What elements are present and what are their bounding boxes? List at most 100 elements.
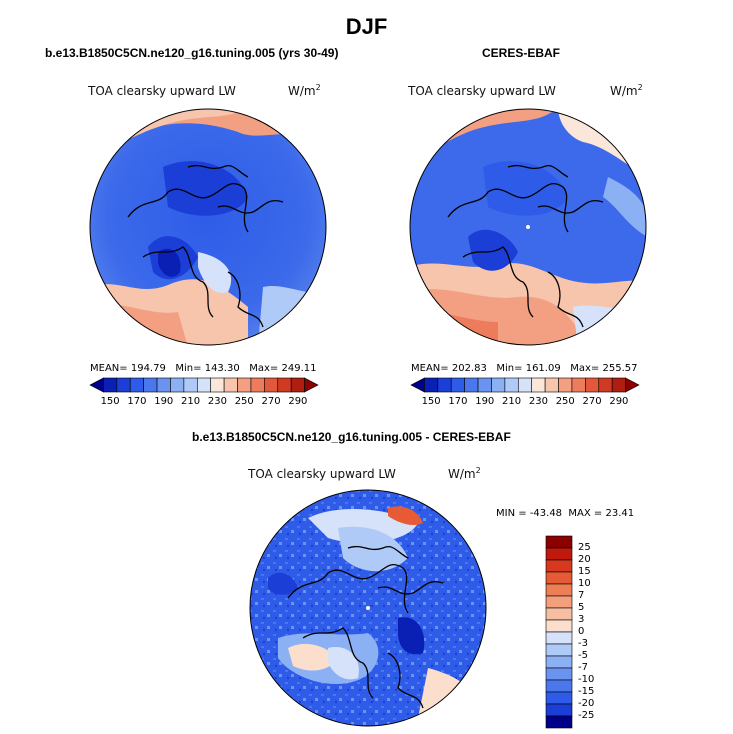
diff-colorbar-tick-label: 5 (578, 602, 585, 613)
obs-variable-label: TOA clearsky upward LW (408, 84, 556, 98)
model-colorbar-color-14 (277, 377, 292, 393)
diff-colorbar-color-11 (545, 667, 573, 681)
obs-polar-map (409, 108, 647, 346)
diff-colorbar-tick-label: 25 (578, 542, 591, 553)
model-colorbar-tick-label: 290 (288, 396, 308, 407)
obs-colorbar-color-6 (491, 377, 506, 393)
obs-colorbar-tick-label: 170 (448, 396, 468, 407)
obs-colorbar-color-3 (450, 377, 465, 393)
model-colorbar-tick-label: 150 (100, 396, 120, 407)
diff-colorbar-tick-label: 3 (578, 614, 585, 625)
diff-colorbar-color-5 (545, 595, 573, 609)
model-colorbar-color-12 (250, 377, 265, 393)
model-colorbar-color-2 (116, 377, 131, 393)
obs-colorbar-tick-label: 230 (528, 396, 548, 407)
diff-units-label: W/m2 (448, 466, 481, 481)
diff-colorbar-ticks: 25 20 15 10 7 5 3 0 -3 -5 -7 -10 -15 -20 -25 (578, 536, 618, 728)
model-colorbar-tick-label: 170 (127, 396, 147, 407)
obs-units-label: W/m2 (610, 83, 643, 98)
model-colorbar-color-1 (103, 377, 118, 393)
obs-colorbar-color-11 (558, 377, 573, 393)
obs-colorbar-tick-label: 290 (609, 396, 629, 407)
diff-colorbar-color-9 (545, 643, 573, 657)
diff-colorbar-color-6 (545, 607, 573, 621)
model-polar-map (89, 108, 327, 346)
diff-panel-title: b.e13.B1850C5CN.ne120_g16.tuning.005 - C… (192, 430, 511, 444)
model-colorbar-tick-label: 190 (154, 396, 174, 407)
obs-colorbar-color-8 (517, 377, 533, 393)
obs-colorbar-color-4 (464, 377, 479, 393)
obs-colorbar-color-9 (531, 377, 546, 393)
diff-colorbar-color-7 (545, 619, 573, 633)
obs-colorbar-tick-label: 150 (421, 396, 441, 407)
diff-colorbar-tick-label: -5 (578, 650, 588, 661)
model-colorbar-tick-label: 250 (234, 396, 254, 407)
diff-colorbar-tick-label: -3 (578, 638, 588, 649)
diff-colorbar (545, 535, 573, 729)
model-colorbar-color-7 (183, 377, 198, 393)
diff-colorbar-tick-label: -10 (578, 674, 595, 685)
diff-stats: MIN = -43.48 MAX = 23.41 (496, 508, 635, 519)
model-stats: MEAN= 194.79 Min= 143.30 Max= 249.11 (90, 363, 317, 374)
diff-colorbar-color-1 (545, 547, 573, 561)
model-variable-label: TOA clearsky upward LW (88, 84, 236, 98)
model-panel-title: b.e13.B1850C5CN.ne120_g16.tuning.005 (yr… (45, 46, 339, 60)
obs-colorbar-color-10 (544, 377, 559, 393)
diff-colorbar-tick-label: -7 (578, 662, 588, 673)
model-colorbar-color-0 (89, 377, 104, 393)
diff-colorbar-color-8 (545, 631, 573, 645)
model-units-label: W/m2 (288, 83, 321, 98)
diff-colorbar-color-13 (545, 691, 573, 705)
diff-colorbar-tick-label: 20 (578, 554, 591, 565)
diff-colorbar-color-2 (545, 559, 573, 573)
obs-colorbar-color-15 (611, 377, 626, 393)
obs-colorbar-color-13 (585, 377, 600, 393)
season-title: DJF (345, 14, 388, 39)
model-colorbar-tick-label: 230 (207, 396, 227, 407)
diff-colorbar-tick-label: 7 (578, 590, 585, 601)
diff-colorbar-color-0 (545, 535, 573, 549)
diff-colorbar-tick-label: 15 (578, 566, 591, 577)
diff-colorbar-tick-label: -25 (578, 710, 595, 721)
diff-colorbar-tick-label: -15 (578, 686, 595, 697)
diff-colorbar-tick-label: -20 (578, 698, 595, 709)
obs-colorbar-tick-label: 250 (555, 396, 575, 407)
model-colorbar-tick-label: 270 (261, 396, 281, 407)
obs-colorbar-color-5 (477, 377, 492, 393)
obs-colorbar-color-16 (625, 377, 640, 393)
obs-stats: MEAN= 202.83 Min= 161.09 Max= 255.57 (411, 363, 638, 374)
obs-colorbar-color-1 (424, 377, 439, 393)
obs-colorbar-tick-label: 270 (582, 396, 602, 407)
obs-colorbar-color-7 (504, 377, 519, 393)
diff-colorbar-color-14 (545, 703, 573, 717)
diff-colorbar-tick-label: 0 (578, 626, 585, 637)
model-colorbar-ticks: 150 170 190 210 230 250 270 290 (90, 396, 318, 410)
obs-colorbar-color-0 (410, 377, 425, 393)
model-colorbar (89, 377, 319, 393)
model-colorbar-color-9 (210, 377, 225, 393)
obs-colorbar-color-14 (598, 377, 613, 393)
obs-colorbar (410, 377, 640, 393)
diff-variable-label: TOA clearsky upward LW (248, 467, 396, 481)
diff-colorbar-color-15 (545, 715, 573, 729)
model-colorbar-color-3 (129, 377, 144, 393)
model-colorbar-color-6 (170, 377, 185, 393)
obs-colorbar-tick-label: 210 (502, 396, 522, 407)
obs-colorbar-tick-label: 190 (475, 396, 495, 407)
diff-colorbar-color-3 (545, 571, 573, 585)
obs-colorbar-ticks: 150 170 190 210 230 250 270 290 (411, 396, 639, 410)
obs-panel-title: CERES-EBAF (482, 46, 561, 60)
model-colorbar-color-10 (223, 377, 238, 393)
obs-colorbar-color-12 (571, 377, 586, 393)
model-colorbar-color-8 (196, 377, 212, 393)
model-colorbar-color-5 (156, 377, 171, 393)
model-colorbar-color-15 (290, 377, 305, 393)
diff-colorbar-color-12 (545, 679, 573, 693)
model-colorbar-color-16 (304, 377, 319, 393)
model-colorbar-color-11 (237, 377, 252, 393)
diff-colorbar-color-10 (545, 655, 573, 669)
diff-colorbar-tick-label: 10 (578, 578, 591, 589)
model-colorbar-tick-label: 210 (181, 396, 201, 407)
obs-colorbar-color-2 (437, 377, 452, 393)
model-colorbar-color-4 (143, 377, 158, 393)
